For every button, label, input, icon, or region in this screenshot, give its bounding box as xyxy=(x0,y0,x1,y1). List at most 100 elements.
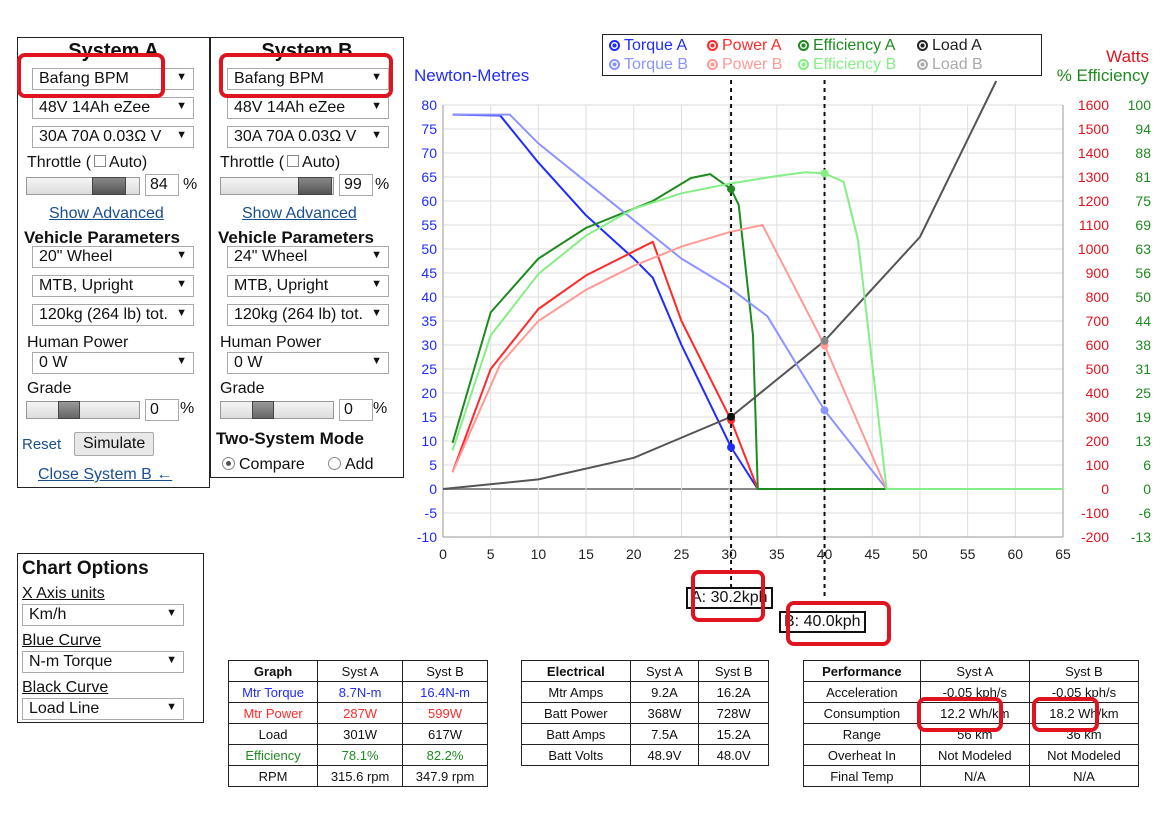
x-tick-label: 5 xyxy=(487,546,495,562)
motor-select-b[interactable]: Bafang BPM ▼ xyxy=(227,68,389,90)
weight-select-a[interactable]: 120kg (264 lb) tot. ▼ xyxy=(32,304,194,326)
eff-tick-label: 25 xyxy=(1135,385,1151,401)
point-eff-b xyxy=(820,169,829,178)
table-row: Efficiency 78.1% 82.2% xyxy=(227,744,488,766)
x-tick-label: 30 xyxy=(721,546,737,562)
eff-tick-label: 50 xyxy=(1135,289,1151,305)
legend-torque-b[interactable]: Torque B xyxy=(609,56,688,74)
highlight-consumption-b xyxy=(1032,697,1099,732)
x-tick-label: 60 xyxy=(1008,546,1024,562)
eff-tick-label: 94 xyxy=(1135,121,1151,137)
throttle-value-b[interactable]: 99 xyxy=(339,174,373,196)
human-power-label-a: Human Power xyxy=(27,334,129,351)
show-advanced-b[interactable]: Show Advanced xyxy=(242,205,357,222)
compare-radio[interactable]: Compare xyxy=(222,456,305,474)
add-radio[interactable]: Add xyxy=(328,456,373,474)
simulate-button[interactable]: Simulate xyxy=(74,432,155,456)
grade-slider-a[interactable] xyxy=(26,401,140,419)
series-power-a xyxy=(451,240,1063,490)
eff-tick-label: 6 xyxy=(1143,457,1151,473)
throttle-knob-b[interactable] xyxy=(298,177,332,195)
eff-tick-label: 0 xyxy=(1143,481,1151,497)
marker-a-label[interactable]: A: 30.2kph xyxy=(686,587,773,609)
grade-knob-a[interactable] xyxy=(58,401,80,419)
controller-select-b[interactable]: 30A 70A 0.03Ω V ▼ xyxy=(227,126,389,148)
show-advanced-a[interactable]: Show Advanced xyxy=(49,205,164,222)
controller-select-a[interactable]: 30A 70A 0.03Ω V ▼ xyxy=(32,126,194,148)
y-tick-label: 75 xyxy=(421,121,437,137)
throttle-value-a[interactable]: 84 xyxy=(145,174,179,196)
electrical-header: Electrical xyxy=(521,660,631,682)
watt-tick-label: 1100 xyxy=(1079,217,1109,233)
watt-tick-label: 1600 xyxy=(1078,97,1109,113)
y-tick-label: 10 xyxy=(421,433,437,449)
watt-tick-label: 0 xyxy=(1101,481,1109,497)
battery-select-b[interactable]: 48V 14Ah eZee ▼ xyxy=(227,97,389,119)
point-torque-a xyxy=(727,443,736,452)
legend-load-a[interactable]: Load A xyxy=(917,37,982,55)
grade-slider-b[interactable] xyxy=(220,401,334,419)
weight-select-b[interactable]: 120kg (264 lb) tot. ▼ xyxy=(227,304,389,326)
blue-curve-select[interactable]: N-m Torque ▼ xyxy=(22,651,184,673)
auto-checkbox-a[interactable] xyxy=(94,155,107,167)
wheel-select-b[interactable]: 24" Wheel ▼ xyxy=(227,246,389,268)
y-tick-label: 25 xyxy=(421,361,437,377)
eff-tick-label: 19 xyxy=(1135,409,1151,425)
y-tick-label: 50 xyxy=(421,241,437,257)
watt-tick-label: 800 xyxy=(1086,289,1110,305)
table-row: Mtr Power 287W 599W xyxy=(227,702,488,724)
throttle-slider-a[interactable] xyxy=(26,177,140,195)
grade-value-b[interactable]: 0 xyxy=(339,399,373,421)
grade-value-a[interactable]: 0 xyxy=(145,399,179,421)
eff-tick-label: 63 xyxy=(1135,241,1151,257)
x-axis-units-label: X Axis units xyxy=(22,585,105,602)
y-tick-label: 30 xyxy=(421,337,437,353)
graph-table: Graph Syst A Syst B Mtr Torque 8.7N-m 16.4N-… xyxy=(227,660,488,787)
legend-power-a[interactable]: Power A xyxy=(707,37,782,55)
eff-tick-label: 88 xyxy=(1135,145,1151,161)
legend-efficiency-b[interactable]: Efficiency B xyxy=(798,56,896,74)
grade-knob-b[interactable] xyxy=(252,401,274,419)
black-curve-label: Black Curve xyxy=(22,679,109,696)
watt-tick-label: 900 xyxy=(1086,265,1110,281)
x-axis-units-select[interactable]: Km/h ▼ xyxy=(22,604,184,626)
series-torque-a xyxy=(452,113,1063,490)
human-power-select-a[interactable]: 0 W ▼ xyxy=(32,352,194,374)
black-curve-select[interactable]: Load Line ▼ xyxy=(22,698,184,720)
watt-tick-label: -200 xyxy=(1081,529,1109,545)
wheel-select-a[interactable]: 20" Wheel ▼ xyxy=(32,246,194,268)
vehicle-params-b: Vehicle Parameters xyxy=(218,228,374,247)
marker-b-label[interactable]: B: 40.0kph xyxy=(779,611,866,633)
x-tick-label: 55 xyxy=(960,546,976,562)
auto-checkbox-b[interactable] xyxy=(287,155,300,167)
position-select-a[interactable]: MTB, Upright ▼ xyxy=(32,275,194,297)
y-tick-label: 15 xyxy=(421,409,437,425)
motor-select-a[interactable]: Bafang BPM ▼ xyxy=(32,68,194,90)
legend-load-b[interactable]: Load B xyxy=(917,56,983,74)
throttle-knob-a[interactable] xyxy=(92,177,126,195)
chart-legend: Torque A Power A Efficiency A Load A Tor… xyxy=(602,34,1042,76)
throttle-label-b: Throttle (Auto) xyxy=(220,154,341,171)
blue-curve-label: Blue Curve xyxy=(22,632,102,649)
legend-power-b[interactable]: Power B xyxy=(707,56,782,74)
y-tick-label: -5 xyxy=(425,505,438,521)
table-row: Final Temp N/A N/A xyxy=(803,765,1140,787)
human-power-select-b[interactable]: 0 W ▼ xyxy=(227,352,389,374)
y-tick-label: 65 xyxy=(421,169,437,185)
graph-header: Graph xyxy=(227,660,319,682)
left-axis-title: Newton-Metres xyxy=(414,66,529,85)
human-power-label-b: Human Power xyxy=(220,334,322,351)
reset-link[interactable]: Reset xyxy=(22,436,62,453)
legend-efficiency-a[interactable]: Efficiency A xyxy=(798,37,895,55)
close-system-b-link[interactable]: Close System B ← xyxy=(38,466,173,483)
legend-torque-a[interactable]: Torque A xyxy=(609,37,687,55)
position-select-b[interactable]: MTB, Upright ▼ xyxy=(227,275,389,297)
throttle-slider-b[interactable] xyxy=(220,177,334,195)
y-tick-label: 45 xyxy=(421,265,437,281)
highlight-marker-a xyxy=(691,570,765,622)
performance-header-b: Syst B xyxy=(1028,660,1140,682)
watt-tick-label: 1400 xyxy=(1078,145,1109,161)
eff-tick-label: 69 xyxy=(1135,217,1151,233)
electrical-table: Electrical Syst A Syst B Mtr Amps 9.2A 16.2A… xyxy=(521,660,769,766)
